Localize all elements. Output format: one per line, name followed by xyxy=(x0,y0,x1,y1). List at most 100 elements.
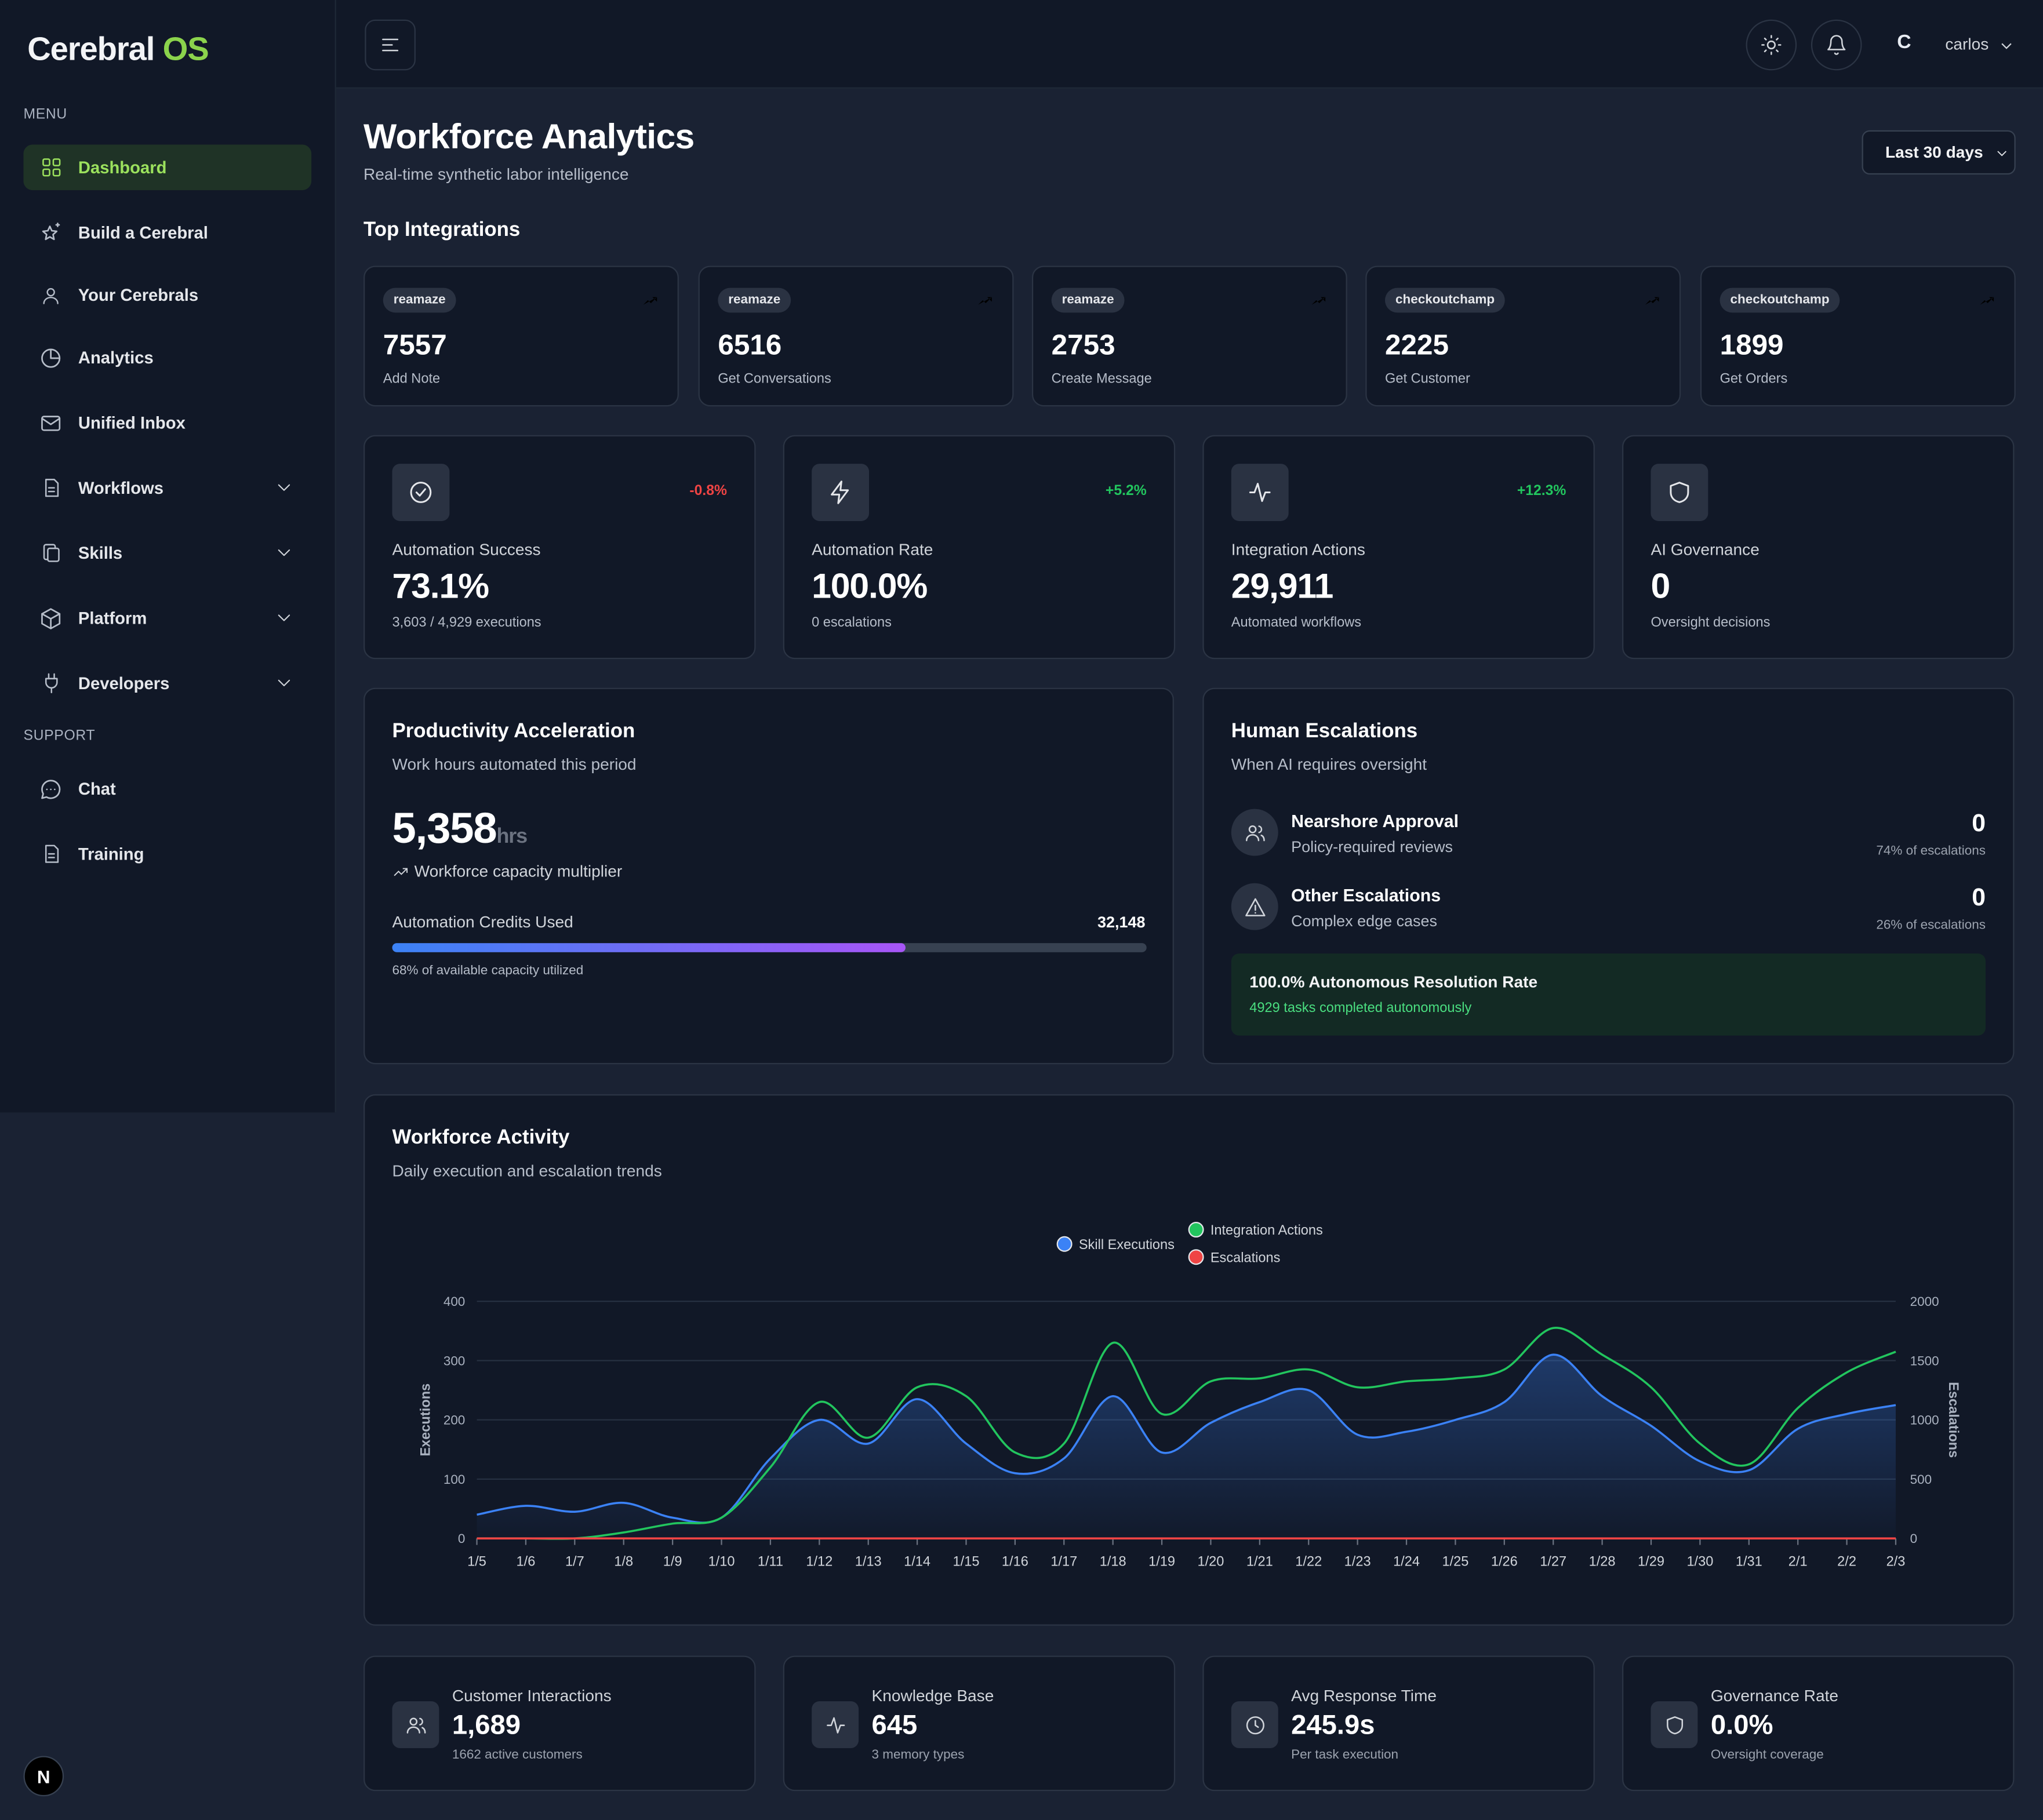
credits-sub: 68% of available capacity utilized xyxy=(392,964,584,978)
y-tick-label: 300 xyxy=(444,1353,466,1368)
x-tick-label: 1/11 xyxy=(758,1553,783,1568)
metric-label: AI Governance xyxy=(1651,540,1760,559)
integration-card[interactable]: checkoutchamp 2225 Get Customer xyxy=(1365,265,1681,407)
users-icon xyxy=(392,1701,439,1749)
sidebar-item-chat[interactable]: Chat xyxy=(23,766,311,811)
sidebar-toggle-button[interactable] xyxy=(365,19,416,71)
shield-icon xyxy=(1651,1701,1698,1749)
pie-chart-icon xyxy=(39,346,62,369)
y2-tick-label: 2000 xyxy=(1910,1294,1939,1309)
activity-icon xyxy=(812,1701,859,1749)
y-tick-label: 0 xyxy=(458,1531,466,1546)
chevron-down-icon[interactable] xyxy=(275,609,293,627)
dev-tools-badge[interactable]: N xyxy=(23,1756,64,1797)
metric-value: 73.1% xyxy=(392,566,489,606)
x-tick-label: 1/30 xyxy=(1686,1553,1713,1568)
x-tick-label: 1/27 xyxy=(1540,1553,1566,1568)
y2-tick-label: 1500 xyxy=(1910,1353,1939,1368)
hours-automated-value: 5,358hrs xyxy=(392,804,528,853)
sidebar-item-platform[interactable]: Platform xyxy=(23,595,311,641)
integration-card[interactable]: reamaze 6516 Get Conversations xyxy=(698,265,1014,407)
productivity-card: Productivity Acceleration Work hours aut… xyxy=(363,687,1174,1065)
x-tick-label: 1/7 xyxy=(565,1553,584,1568)
integration-action-label: Get Conversations xyxy=(718,371,831,387)
stat-label: Knowledge Base xyxy=(871,1687,994,1705)
x-tick-label: 2/2 xyxy=(1837,1553,1856,1568)
integration-card[interactable]: reamaze 2753 Create Message xyxy=(1031,265,1347,407)
chevron-down-icon[interactable] xyxy=(275,478,293,496)
metric-sub: Automated workflows xyxy=(1231,614,1362,631)
page-title: Workforce Analytics xyxy=(363,117,695,156)
metric-sub: 0 escalations xyxy=(812,614,892,631)
integration-card[interactable]: reamaze 7557 Add Note xyxy=(363,265,679,407)
notifications-button[interactable] xyxy=(1811,19,1862,71)
stat-card: Governance Rate 0.0% Oversight coverage xyxy=(1622,1655,2015,1792)
x-tick-label: 1/28 xyxy=(1589,1553,1616,1568)
legend-marker xyxy=(1056,1236,1073,1252)
stat-card: Customer Interactions 1,689 1662 active … xyxy=(363,1655,756,1792)
stat-sub: Per task execution xyxy=(1291,1748,1399,1763)
integration-card[interactable]: checkoutchamp 1899 Get Orders xyxy=(1700,265,2016,407)
page-subtitle: Real-time synthetic labor intelligence xyxy=(363,165,629,184)
x-tick-label: 2/1 xyxy=(1788,1553,1808,1568)
chevron-down-icon[interactable] xyxy=(275,674,293,691)
legend-marker xyxy=(1188,1249,1204,1265)
document-icon xyxy=(39,476,62,499)
integration-action-label: Add Note xyxy=(383,371,441,387)
escalation-row-count: 0 xyxy=(1972,810,1986,838)
brand-logo[interactable]: Cerebral OS xyxy=(27,31,209,69)
sidebar-item-training[interactable]: Training xyxy=(23,831,311,877)
escalations-title: Human Escalations xyxy=(1231,720,1418,743)
trending-up-icon xyxy=(1980,297,1994,305)
x-tick-label: 2/3 xyxy=(1886,1553,1906,1568)
sidebar-item-skills[interactable]: Skills xyxy=(23,530,311,576)
metric-label: Automation Success xyxy=(392,540,541,559)
integration-count: 2225 xyxy=(1384,328,1449,361)
metric-value: 29,911 xyxy=(1231,566,1334,606)
y-axis-label: Executions xyxy=(418,1384,433,1457)
legend-marker xyxy=(1188,1222,1204,1238)
top-integrations-title: Top Integrations xyxy=(363,219,521,241)
top-bar: C carlos xyxy=(336,0,2043,89)
metric-label: Automation Rate xyxy=(812,540,933,559)
credits-label: Automation Credits Used xyxy=(392,913,573,931)
metric-card: +12.3% Integration Actions 29,911 Automa… xyxy=(1202,435,1595,660)
activity-icon xyxy=(1231,464,1289,521)
metric-sub: 3,603 / 4,929 executions xyxy=(392,614,541,631)
x-tick-label: 1/22 xyxy=(1295,1553,1322,1568)
chevron-down-icon[interactable] xyxy=(1999,38,2015,53)
metric-change: +12.3% xyxy=(1517,483,1566,499)
chevron-down-icon xyxy=(1997,151,2006,156)
legend-label: Skill Executions xyxy=(1079,1237,1175,1252)
metric-value: 0 xyxy=(1651,566,1670,606)
x-tick-label: 1/20 xyxy=(1198,1553,1224,1568)
stat-value: 1,689 xyxy=(452,1710,521,1741)
trending-up-icon xyxy=(1645,297,1659,305)
user-menu[interactable]: carlos xyxy=(1945,35,1989,54)
sidebar: Cerebral OS MENU Dashboard Build a Cereb… xyxy=(0,0,336,1113)
trending-up-icon xyxy=(978,297,992,305)
avatar[interactable]: C xyxy=(1897,31,1911,54)
escalations-card: Human Escalations When AI requires overs… xyxy=(1202,687,2015,1065)
sidebar-item-workflows[interactable]: Workflows xyxy=(23,465,311,511)
sidebar-item-label: Developers xyxy=(78,673,170,693)
chevron-down-icon[interactable] xyxy=(275,543,293,561)
trending-up-icon xyxy=(643,297,657,305)
productivity-subtitle: Work hours automated this period xyxy=(392,755,637,774)
sidebar-item-your-cerebrals[interactable]: Your Cerebrals xyxy=(23,272,311,318)
autonomous-resolution-banner: 100.0% Autonomous Resolution Rate 4929 t… xyxy=(1231,953,1986,1036)
sidebar-item-developers[interactable]: Developers xyxy=(23,660,311,706)
sidebar-item-analytics[interactable]: Analytics xyxy=(23,335,311,381)
stat-value: 645 xyxy=(871,1710,918,1741)
date-range-select[interactable]: Last 30 days xyxy=(1862,130,2016,175)
sidebar-item-dashboard[interactable]: Dashboard xyxy=(23,144,312,191)
x-tick-label: 1/31 xyxy=(1736,1553,1762,1568)
theme-toggle-button[interactable] xyxy=(1746,19,1797,71)
escalation-row-sub: Complex edge cases xyxy=(1291,912,1438,930)
menu-icon xyxy=(382,38,399,52)
capacity-multiplier-label: Workforce capacity multiplier xyxy=(414,862,623,881)
sidebar-item-label: Chat xyxy=(78,778,116,799)
mail-icon xyxy=(39,411,62,434)
sidebar-item-build-a-cerebral[interactable]: Build a Cerebral xyxy=(23,210,311,256)
sidebar-item-unified-inbox[interactable]: Unified Inbox xyxy=(23,400,311,446)
